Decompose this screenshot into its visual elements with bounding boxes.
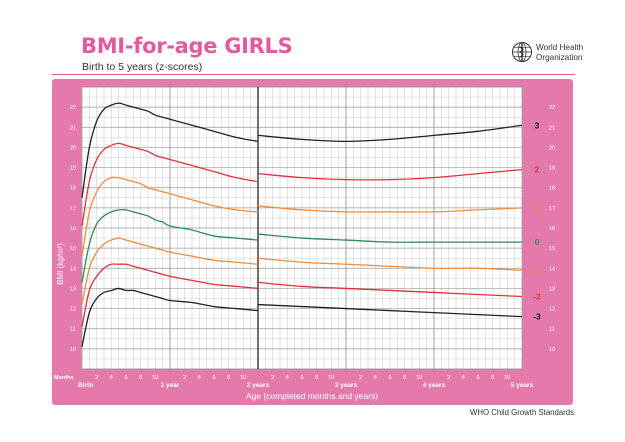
who-logo: World Health Organization: [511, 41, 597, 65]
y-tick-label: 20: [549, 145, 555, 151]
x-tick-label: 4: [198, 375, 201, 381]
x-tick-label: 10: [152, 375, 158, 381]
x-tick-label: 2: [183, 375, 186, 381]
y-tick-label: 14: [549, 266, 555, 272]
who-name-line1: World Health: [536, 43, 584, 52]
z-score-label: -2: [533, 291, 541, 301]
x-tick-label: 3 years: [335, 382, 358, 389]
x-tick-label: 10: [504, 375, 510, 381]
y-tick-label: 17: [70, 206, 76, 212]
z-score-label: 0: [535, 237, 540, 247]
y-tick-label: 11: [549, 327, 555, 333]
x-tick-label: 4: [110, 375, 113, 381]
z-score-label: 2: [535, 165, 540, 175]
y-tick-label: 22: [70, 105, 76, 111]
x-tick-label: Birth: [78, 382, 93, 389]
x-tick-label: 8: [315, 375, 318, 381]
series-line-z-2: [257, 281, 523, 298]
x-tick-label: 6: [388, 375, 391, 381]
series-line-z1: [81, 176, 259, 257]
y-tick-label: 11: [70, 327, 76, 333]
x-tick-label: 6: [300, 375, 303, 381]
who-name-line2: Organization: [536, 52, 583, 62]
series-line-z1: [257, 205, 523, 213]
x-tick-label: 4: [462, 375, 465, 381]
series-line-z2: [81, 142, 259, 227]
series-line-z-1: [257, 257, 523, 271]
series-line-z-2: [81, 263, 259, 327]
chart-title: BMI-for-age GIRLS: [81, 34, 293, 58]
y-tick-label: 12: [549, 307, 555, 313]
z-score-label: 3: [535, 120, 540, 130]
series-line-z-3: [81, 287, 259, 347]
y-tick-label: 22: [549, 105, 555, 111]
x-tick-label: 2 years: [247, 382, 270, 389]
y-tick-label: 10: [549, 347, 555, 353]
x-tick-label: 8: [403, 375, 406, 381]
months-label: Months: [54, 375, 74, 381]
footer-credit: WHO Child Growth Standards: [470, 408, 574, 417]
y-tick-label: 17: [549, 206, 555, 212]
y-ticks-right: 10 11 12 13 14 15 16 17 18 19 20 21 22: [549, 105, 555, 353]
z-score-labels: 3 2 1 0 -1 -2 -3: [533, 120, 541, 321]
y-tick-label: 12: [70, 307, 76, 313]
z-score-label: -3: [533, 312, 541, 322]
x-tick-label: 10: [240, 375, 246, 381]
x-tick-label: 8: [491, 375, 494, 381]
x-tick-label: 2: [447, 375, 450, 381]
y-tick-label: 10: [70, 347, 76, 353]
y-tick-label: 18: [549, 186, 555, 192]
x-tick-label: 4 years: [423, 382, 446, 389]
series-line-z-1: [81, 237, 259, 305]
x-tick-label: 10: [328, 375, 334, 381]
y-axis-label: BMI (kg/m²): [56, 243, 65, 285]
y-tick-label: 21: [70, 125, 76, 131]
x-tick-label: 2: [359, 375, 362, 381]
y-tick-label: 16: [549, 226, 555, 232]
x-tick-label: 6: [476, 375, 479, 381]
grid: [81, 86, 523, 370]
x-tick-label: 8: [139, 375, 142, 381]
x-tick-label: 10: [416, 375, 422, 381]
y-tick-label: 16: [70, 226, 76, 232]
series-line-z-3: [257, 303, 523, 318]
y-tick-label: 20: [70, 145, 76, 151]
x-tick-label: 6: [212, 375, 215, 381]
who-emblem-icon: [512, 42, 532, 62]
series-layer: [81, 102, 523, 347]
x-tick-label: 8: [227, 375, 230, 381]
z-score-label: 1: [535, 203, 540, 213]
series-line-z0: [257, 233, 522, 243]
series-line-z0: [81, 208, 259, 283]
y-tick-label: 18: [70, 186, 76, 192]
series-line-z3: [257, 124, 523, 143]
x-tick-label: 6: [124, 375, 127, 381]
x-tick-label: 1 year: [161, 382, 180, 389]
y-tick-label: 19: [549, 166, 555, 172]
series-line-z3: [81, 102, 259, 198]
y-tick-label: 21: [549, 125, 555, 131]
y-tick-label: 19: [70, 166, 76, 172]
x-tick-label: 5 years: [511, 382, 534, 389]
chart-subtitle: Birth to 5 years (z-scores): [82, 61, 203, 73]
x-tick-label: 2: [95, 375, 98, 381]
who-name: World Health Organization: [536, 43, 583, 62]
y-tick-label: 15: [70, 246, 76, 252]
y-ticks-left: 10 11 12 13 14 15 16 17 18 19 20 21 22: [70, 105, 76, 353]
y-tick-label: 13: [549, 286, 555, 292]
x-tick-label: 2: [271, 375, 274, 381]
y-tick-label: 13: [70, 286, 76, 292]
x-axis-label: Age (completed months and years): [246, 391, 378, 401]
x-tick-label: 4: [286, 375, 289, 381]
x-tick-label: 4: [374, 375, 377, 381]
header-divider: [52, 74, 575, 75]
y-tick-label: 14: [70, 266, 76, 272]
series-line-z2: [257, 168, 523, 181]
z-score-label: -1: [533, 265, 541, 275]
y-tick-label: 15: [549, 246, 555, 252]
